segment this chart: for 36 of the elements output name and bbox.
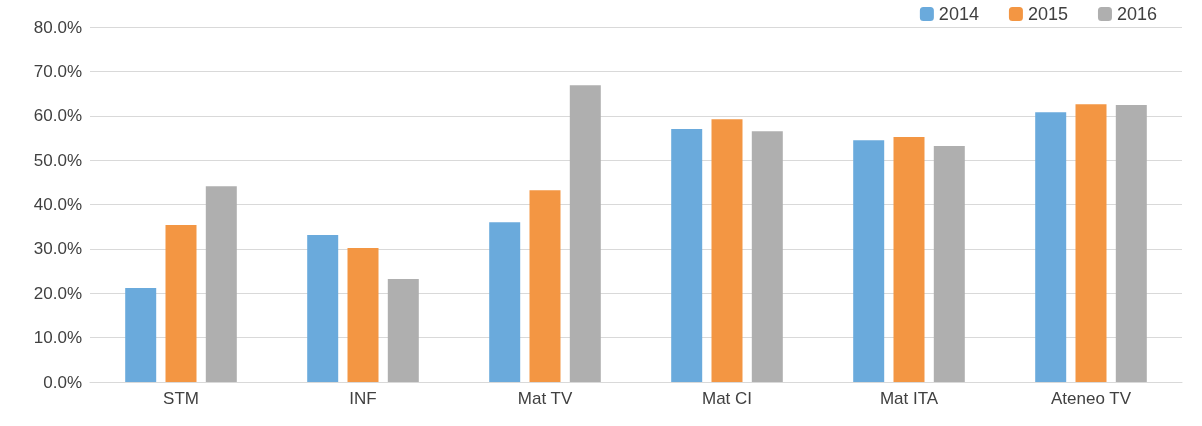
bar bbox=[307, 235, 339, 382]
legend-label: 2016 bbox=[1116, 4, 1157, 24]
legend-label: 2014 bbox=[938, 4, 979, 24]
y-tick-label: 20.0% bbox=[33, 283, 82, 303]
bar bbox=[671, 129, 703, 382]
y-tick-label: 0.0% bbox=[43, 372, 82, 392]
legend-label: 2015 bbox=[1027, 4, 1068, 24]
bar bbox=[893, 137, 925, 382]
x-tick-label: Mat CI bbox=[701, 389, 753, 408]
y-tick-label: 40.0% bbox=[33, 195, 82, 214]
bar bbox=[569, 85, 601, 382]
bar bbox=[529, 190, 561, 382]
bar bbox=[205, 186, 237, 382]
bar bbox=[125, 287, 157, 382]
x-tick-label: Mat ITA bbox=[879, 389, 939, 408]
x-tick-label: Ateneo TV bbox=[1050, 389, 1132, 408]
y-tick-label: 70.0% bbox=[33, 61, 82, 81]
bar bbox=[1115, 105, 1147, 382]
x-tick-label: INF bbox=[349, 389, 377, 408]
bar bbox=[1075, 104, 1107, 382]
bar bbox=[387, 279, 419, 382]
bar bbox=[751, 131, 783, 382]
bar bbox=[1035, 112, 1067, 382]
y-tick-label: 30.0% bbox=[33, 239, 82, 259]
y-tick-label: 60.0% bbox=[33, 106, 82, 126]
bar bbox=[711, 119, 743, 382]
y-tick-label: 50.0% bbox=[33, 150, 82, 170]
y-tick-label: 80.0% bbox=[33, 17, 82, 37]
x-tick-label: Mat TV bbox=[517, 389, 573, 408]
x-tick-label: STM bbox=[163, 389, 199, 408]
bar bbox=[347, 247, 379, 382]
bar bbox=[489, 222, 521, 382]
y-tick-label: 10.0% bbox=[33, 328, 82, 348]
bar bbox=[165, 224, 197, 382]
bar bbox=[853, 140, 885, 382]
bar bbox=[933, 145, 965, 382]
